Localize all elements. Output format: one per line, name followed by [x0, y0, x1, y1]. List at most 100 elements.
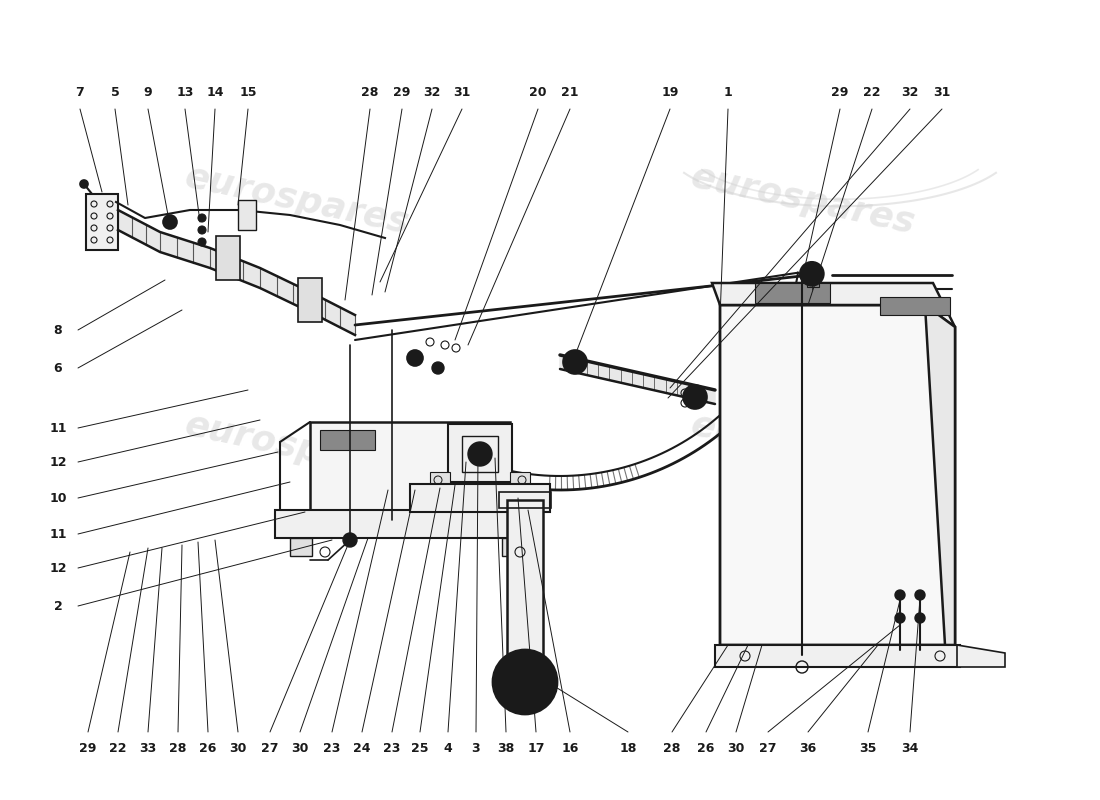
Text: 29: 29 — [394, 86, 410, 99]
Circle shape — [198, 214, 206, 222]
Bar — [755, 283, 830, 303]
Text: 17: 17 — [527, 742, 544, 754]
Text: 23: 23 — [323, 742, 341, 754]
Circle shape — [198, 238, 206, 246]
Text: 3: 3 — [472, 742, 481, 754]
Polygon shape — [712, 283, 955, 327]
Circle shape — [915, 613, 925, 623]
Polygon shape — [925, 305, 955, 645]
Polygon shape — [957, 645, 1005, 667]
Text: 32: 32 — [424, 86, 441, 99]
Text: 29: 29 — [79, 742, 97, 754]
Text: 10: 10 — [50, 491, 67, 505]
Text: 30: 30 — [229, 742, 246, 754]
Circle shape — [407, 350, 424, 366]
Text: 13: 13 — [176, 86, 194, 99]
Bar — [290, 538, 312, 556]
Text: 11: 11 — [50, 527, 67, 541]
Circle shape — [915, 590, 925, 600]
Circle shape — [166, 218, 174, 226]
Circle shape — [563, 350, 587, 374]
Text: 7: 7 — [76, 86, 85, 99]
Circle shape — [163, 215, 177, 229]
Text: 24: 24 — [353, 742, 371, 754]
Text: 32: 32 — [901, 86, 918, 99]
Text: 19: 19 — [661, 86, 679, 99]
Text: 1: 1 — [724, 86, 733, 99]
Bar — [507, 500, 543, 660]
Text: 9: 9 — [144, 86, 152, 99]
Polygon shape — [560, 355, 715, 404]
Bar — [238, 200, 256, 230]
Bar — [448, 424, 512, 482]
Circle shape — [432, 362, 444, 374]
Text: 14: 14 — [207, 86, 223, 99]
Text: 31: 31 — [453, 86, 471, 99]
Bar — [310, 422, 510, 510]
Circle shape — [80, 180, 88, 188]
Bar — [807, 279, 820, 287]
Text: eurospares: eurospares — [182, 160, 412, 240]
Circle shape — [800, 262, 824, 286]
Text: 11: 11 — [50, 422, 67, 434]
Bar — [499, 492, 551, 508]
Text: 18: 18 — [619, 742, 637, 754]
Text: 22: 22 — [109, 742, 126, 754]
Text: 26: 26 — [697, 742, 715, 754]
Bar — [86, 194, 118, 250]
Text: 27: 27 — [759, 742, 777, 754]
Text: 26: 26 — [199, 742, 217, 754]
Bar — [298, 278, 322, 322]
Text: 12: 12 — [50, 562, 67, 574]
Text: 31: 31 — [933, 86, 950, 99]
Text: 27: 27 — [262, 742, 278, 754]
Text: 15: 15 — [240, 86, 256, 99]
Text: 23: 23 — [383, 742, 400, 754]
Bar — [510, 472, 530, 484]
Bar — [430, 472, 450, 484]
Text: 34: 34 — [901, 742, 918, 754]
Text: 30: 30 — [727, 742, 745, 754]
Circle shape — [343, 533, 358, 547]
Bar — [880, 297, 950, 315]
Circle shape — [468, 442, 492, 466]
Text: 38: 38 — [497, 742, 515, 754]
Circle shape — [895, 613, 905, 623]
Text: 28: 28 — [169, 742, 187, 754]
Text: eurospares: eurospares — [182, 408, 412, 488]
Polygon shape — [118, 210, 355, 335]
Text: 20: 20 — [529, 86, 547, 99]
Bar — [275, 510, 515, 538]
Bar — [320, 430, 375, 450]
Text: 30: 30 — [292, 742, 309, 754]
Text: 36: 36 — [800, 742, 816, 754]
Text: 28: 28 — [663, 742, 681, 754]
Text: 35: 35 — [859, 742, 877, 754]
Text: 16: 16 — [561, 742, 579, 754]
Polygon shape — [720, 305, 955, 645]
Bar — [715, 645, 960, 667]
Text: 28: 28 — [361, 86, 378, 99]
Text: 29: 29 — [832, 86, 849, 99]
Bar — [216, 236, 240, 280]
Text: 4: 4 — [443, 742, 452, 754]
Circle shape — [507, 664, 543, 700]
Text: eurospares: eurospares — [688, 160, 918, 240]
Text: 22: 22 — [864, 86, 881, 99]
Text: 5: 5 — [111, 86, 120, 99]
Text: |: | — [811, 280, 814, 290]
Circle shape — [895, 590, 905, 600]
Circle shape — [493, 650, 557, 714]
Bar — [410, 484, 550, 512]
Text: 21: 21 — [561, 86, 579, 99]
Circle shape — [198, 226, 206, 234]
Text: 2: 2 — [54, 599, 63, 613]
Text: 12: 12 — [50, 455, 67, 469]
Text: 25: 25 — [411, 742, 429, 754]
Bar — [462, 436, 498, 472]
Text: 8: 8 — [54, 323, 63, 337]
Text: eurospares: eurospares — [688, 408, 918, 488]
Circle shape — [683, 385, 707, 409]
Bar — [502, 538, 524, 556]
Text: 33: 33 — [140, 742, 156, 754]
